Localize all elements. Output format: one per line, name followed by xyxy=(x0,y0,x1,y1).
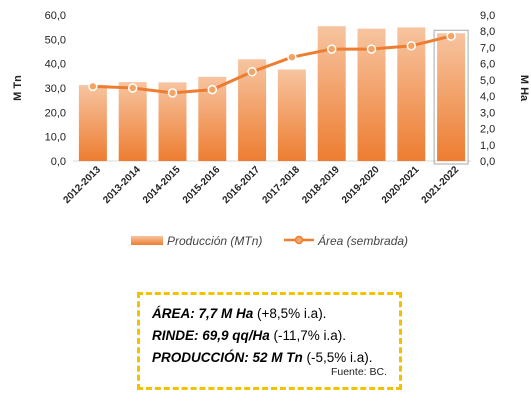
area-point xyxy=(366,44,377,54)
right-tick-label: 7,0 xyxy=(480,42,495,54)
right-tick-label: 1,0 xyxy=(480,140,495,152)
left-tick-label: 50,0 xyxy=(45,34,66,46)
summary-production-change: (-5,5% i.a). xyxy=(302,350,373,365)
left-tick-label: 0,0 xyxy=(51,156,66,168)
category-labels: 2012-20132013-20142014-20152015-20162016… xyxy=(61,164,461,206)
area-point xyxy=(127,83,138,93)
summary-yield-line: RINDE: 69,9 qq/Ha (-11,7% i.a). xyxy=(152,325,387,347)
right-y-axis: 0,0 1,0 2,0 3,0 4,0 5,0 6,0 7,0 8,0 9,0 xyxy=(480,10,495,168)
summary-box: ÁREA: 7,7 M Ha (+8,5% i.a). RINDE: 69,9 … xyxy=(137,292,402,390)
summary-production-key: PRODUCCIÓN: 52 M Tn xyxy=(152,350,303,365)
area-point xyxy=(207,84,218,95)
legend-bar-swatch xyxy=(131,236,163,245)
highlight-box xyxy=(433,29,469,165)
left-tick-label: 60,0 xyxy=(45,10,66,22)
area-point xyxy=(446,31,456,41)
area-point xyxy=(167,88,178,98)
summary-production-line: PRODUCCIÓN: 52 M Tn (-5,5% i.a). xyxy=(152,347,387,369)
right-tick-label: 9,0 xyxy=(480,10,495,22)
right-tick-label: 2,0 xyxy=(480,124,495,136)
summary-area-line: ÁREA: 7,7 M Ha (+8,5% i.a). xyxy=(152,303,387,325)
area-point xyxy=(326,44,337,54)
production-bars xyxy=(78,26,466,162)
legend-line-marker xyxy=(294,235,304,245)
right-tick-label: 3,0 xyxy=(480,107,495,119)
summary-yield-change: (-11,7% i.a). xyxy=(269,328,347,343)
production-area-chart: 0,0 10,0 20,0 30,0 40,0 50,0 60,0 0,0 1,0 2,0 3,0… xyxy=(12,10,530,248)
production-bar xyxy=(437,33,466,161)
left-tick-label: 10,0 xyxy=(45,132,66,144)
highlight-frame xyxy=(433,29,469,165)
production-bar xyxy=(277,69,306,161)
production-bar xyxy=(118,82,147,161)
area-point xyxy=(88,81,98,92)
legend-area-label: Área (sembrada) xyxy=(317,233,408,248)
legend-production-label: Producción (MTn) xyxy=(167,234,262,248)
category-label: 2014-2015 xyxy=(141,164,183,206)
area-point xyxy=(287,52,297,62)
left-tick-label: 40,0 xyxy=(45,59,66,71)
category-label: 2018-2019 xyxy=(300,164,342,206)
right-tick-label: 8,0 xyxy=(480,26,495,38)
left-tick-label: 20,0 xyxy=(45,107,66,119)
right-tick-label: 0,0 xyxy=(480,156,495,168)
category-label: 2013-2014 xyxy=(101,164,143,206)
source-note: Fuente: BC. xyxy=(330,366,387,378)
area-line xyxy=(88,31,456,98)
summary-area-change: (+8,5% i.a). xyxy=(253,306,327,321)
left-axis-title: M Tn xyxy=(12,75,24,101)
left-tick-label: 30,0 xyxy=(45,83,66,95)
category-label: 2016-2017 xyxy=(221,164,263,206)
production-bar xyxy=(78,85,107,161)
right-axis-title: M Ha xyxy=(518,75,530,102)
category-label: 2019-2020 xyxy=(340,164,382,206)
category-label: 2015-2016 xyxy=(181,164,223,206)
category-label: 2020-2021 xyxy=(380,164,422,206)
category-label: 2021-2022 xyxy=(420,164,462,206)
legend: Producción (MTn) Área (sembrada) xyxy=(131,233,408,248)
category-label: 2017-2018 xyxy=(260,164,302,206)
right-tick-label: 5,0 xyxy=(480,75,495,87)
area-point xyxy=(247,67,257,77)
summary-yield-key: RINDE: 69,9 qq/Ha xyxy=(152,328,270,343)
right-tick-label: 4,0 xyxy=(480,91,495,103)
area-line-path xyxy=(92,34,452,95)
right-tick-label: 6,0 xyxy=(480,59,495,71)
area-point xyxy=(406,41,417,51)
summary-area-key: ÁREA: 7,7 M Ha xyxy=(152,306,254,321)
category-label: 2012-2013 xyxy=(61,164,103,206)
